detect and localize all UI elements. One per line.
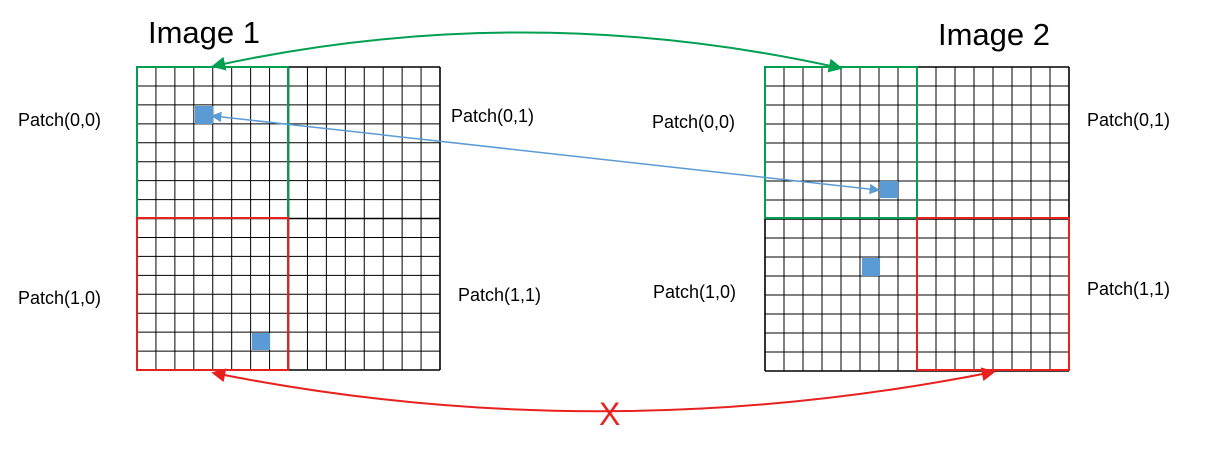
image-1-patch-0-0-label: Patch(0,0) <box>18 110 102 130</box>
image-1-patch-1-0-label: Patch(1,0) <box>18 288 102 308</box>
image-2-patch-1-0-label: Patch(1,0) <box>653 282 737 302</box>
image-2-patch-0-0-label: Patch(0,0) <box>652 112 736 132</box>
image-2-patch-0-1-label: Patch(0,1) <box>1087 110 1171 130</box>
image-1-grid <box>136 66 441 371</box>
image-2-patch-1-1-label: Patch(1,1) <box>1087 279 1171 299</box>
patch-mismatch-arrow <box>211 367 996 413</box>
image-2-grid <box>764 66 1070 372</box>
image-2-pixel-b <box>862 258 880 276</box>
image-1-pixel-b <box>252 333 270 350</box>
image-2-pixel-a <box>880 181 898 198</box>
image-1-patch-0-1-label: Patch(0,1) <box>451 106 535 126</box>
image-1-pixel-a <box>195 106 213 124</box>
image-2-title: Image 2 <box>938 17 1051 52</box>
image-1-title: Image 1 <box>148 15 261 50</box>
image-1-patch-1-1-label: Patch(1,1) <box>458 285 542 305</box>
mismatch-x-mark: X <box>599 396 621 432</box>
patch-match-arrow <box>211 31 843 73</box>
pixel-match-arrow <box>210 111 881 195</box>
